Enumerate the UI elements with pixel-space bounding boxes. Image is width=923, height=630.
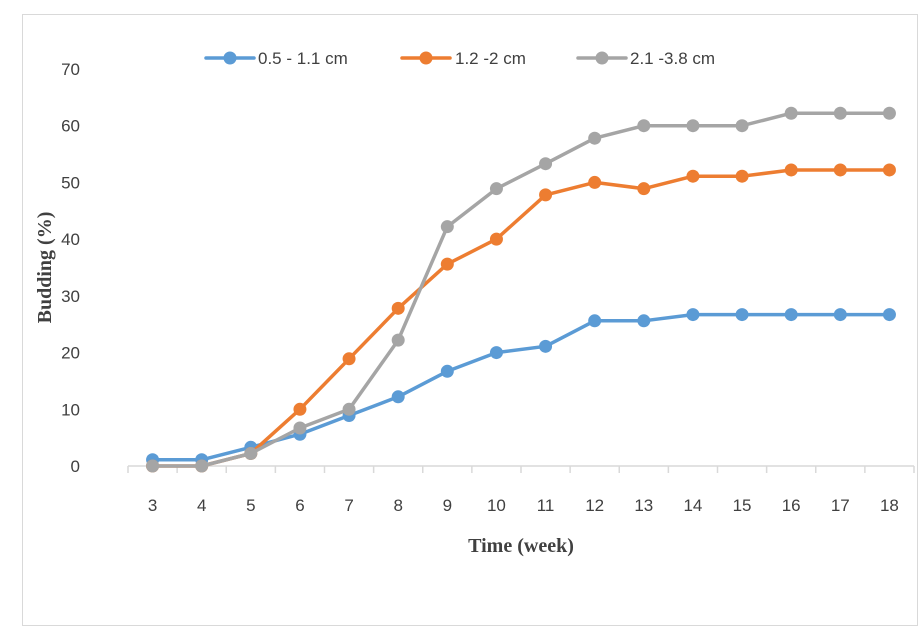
legend-item: 2.1 -3.8 cm [576, 49, 715, 68]
data-point [735, 308, 749, 322]
data-point [391, 333, 405, 347]
y-tick-label: 10 [61, 400, 80, 419]
y-tick-label: 0 [71, 457, 80, 476]
data-point [293, 421, 307, 435]
x-tick-label: 7 [344, 496, 353, 515]
data-point [489, 346, 503, 360]
data-point [489, 232, 503, 246]
data-point [588, 175, 602, 189]
data-point [146, 459, 160, 473]
x-tick-label: 15 [733, 496, 752, 515]
y-tick-labels: 0 10 20 30 40 50 60 70 [61, 60, 80, 476]
series-3 [146, 106, 896, 473]
y-tick-label: 50 [61, 173, 80, 192]
data-point [735, 169, 749, 183]
legend-marker [223, 51, 237, 65]
x-tick-labels: 3 4 5 6 7 8 9 10 11 12 13 14 15 16 17 18 [148, 496, 899, 515]
data-point [588, 131, 602, 145]
y-tick-label: 40 [61, 230, 80, 249]
series-group [146, 106, 896, 473]
data-point [391, 301, 405, 315]
x-tick-label: 18 [880, 496, 899, 515]
series-line [150, 168, 892, 468]
data-point [588, 314, 602, 328]
legend-marker [419, 51, 433, 65]
x-tick-label: 14 [683, 496, 702, 515]
data-point [882, 308, 896, 322]
data-point [882, 106, 896, 120]
data-point [539, 188, 553, 202]
series-1 [146, 308, 896, 467]
legend-label: 2.1 -3.8 cm [630, 49, 715, 68]
x-axis-ticks [127, 466, 915, 473]
legend-item: 1.2 -2 cm [400, 49, 526, 68]
x-tick-label: 9 [443, 496, 452, 515]
data-point [784, 308, 798, 322]
data-point [195, 459, 209, 473]
data-point [784, 163, 798, 177]
y-tick-label: 70 [61, 60, 80, 79]
x-tick-label: 13 [634, 496, 653, 515]
data-point [686, 119, 700, 133]
data-point [539, 339, 553, 353]
legend-item: 0.5 - 1.1 cm [204, 49, 348, 68]
legend-label: 1.2 -2 cm [455, 49, 526, 68]
x-tick-label: 4 [197, 496, 206, 515]
x-tick-label: 10 [487, 496, 506, 515]
x-tick-label: 12 [585, 496, 604, 515]
x-tick-label: 6 [295, 496, 304, 515]
data-point [833, 308, 847, 322]
series-line [150, 312, 892, 462]
data-point [686, 308, 700, 322]
data-point [686, 169, 700, 183]
data-point [440, 257, 454, 271]
chart-frame [22, 14, 918, 626]
data-point [391, 390, 405, 404]
x-tick-label: 3 [148, 496, 157, 515]
x-tick-label: 8 [393, 496, 402, 515]
data-point [342, 402, 356, 416]
data-point [784, 106, 798, 120]
legend: 0.5 - 1.1 cm 1.2 -2 cm 2.1 -3.8 cm [204, 49, 715, 68]
data-point [489, 182, 503, 196]
y-tick-label: 20 [61, 344, 80, 363]
y-axis-title: Budding (%) [34, 212, 56, 324]
x-tick-label: 5 [246, 496, 255, 515]
data-point [637, 119, 651, 133]
data-point [833, 163, 847, 177]
data-point [833, 106, 847, 120]
x-tick-label: 16 [782, 496, 801, 515]
series-2 [146, 163, 896, 473]
x-tick-label: 11 [537, 496, 555, 515]
data-point [244, 447, 258, 461]
legend-marker [595, 51, 609, 65]
y-tick-label: 60 [61, 117, 80, 136]
series-line [150, 111, 892, 468]
data-point [342, 352, 356, 366]
x-axis-title: Time (week) [468, 535, 574, 557]
data-point [440, 220, 454, 234]
data-point [293, 402, 307, 416]
x-tick-label: 17 [831, 496, 850, 515]
data-point [637, 182, 651, 196]
y-tick-label: 30 [61, 287, 80, 306]
data-point [440, 364, 454, 378]
data-point [882, 163, 896, 177]
data-point [539, 157, 553, 171]
data-point [637, 314, 651, 328]
data-point [735, 119, 749, 133]
legend-label: 0.5 - 1.1 cm [258, 49, 348, 68]
